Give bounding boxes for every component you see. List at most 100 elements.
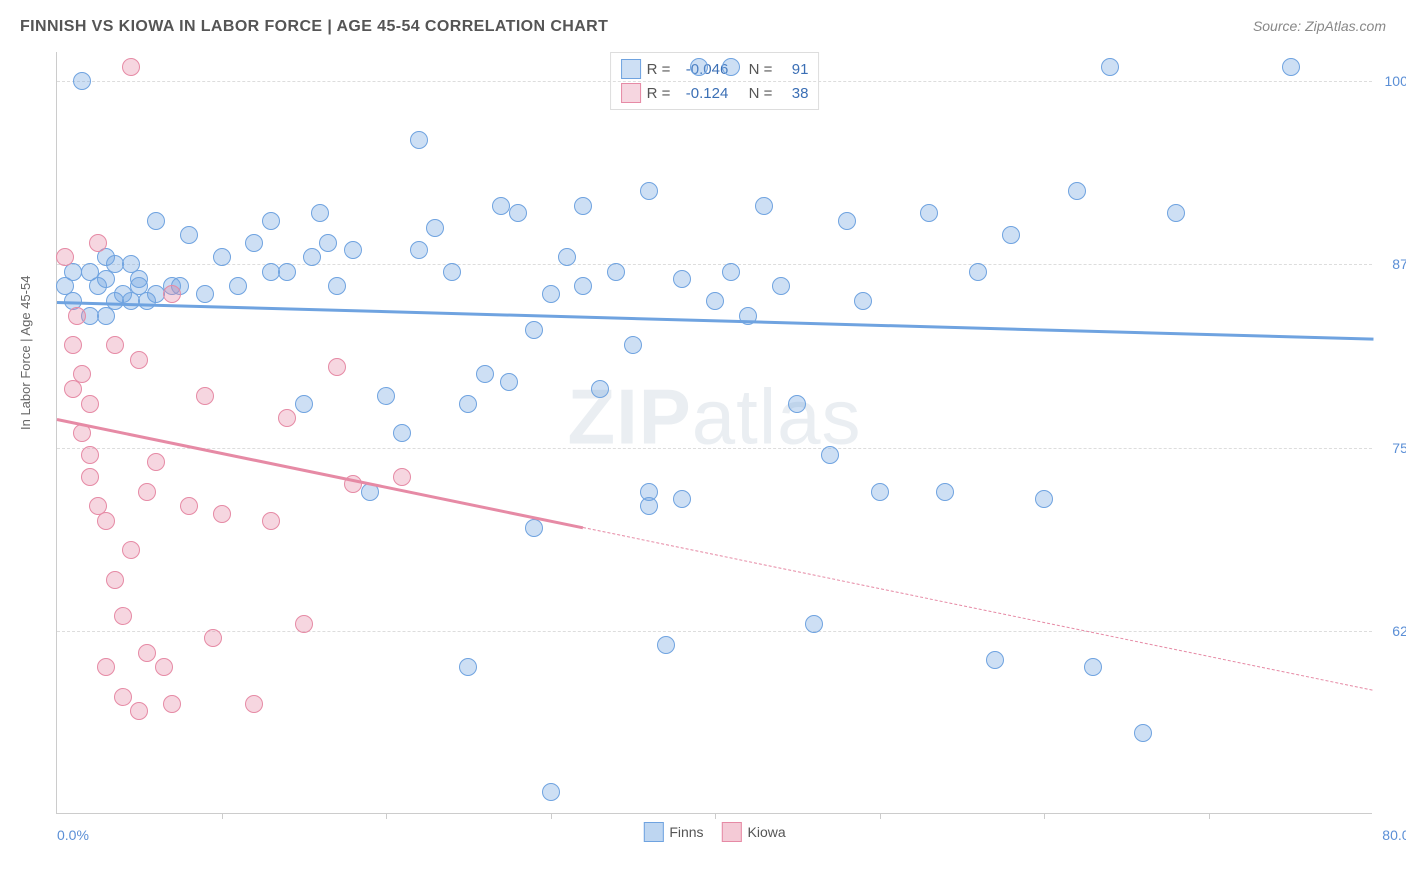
scatter-point — [1002, 226, 1020, 244]
scatter-point — [690, 58, 708, 76]
scatter-point — [89, 234, 107, 252]
scatter-point — [114, 688, 132, 706]
scatter-point — [163, 285, 181, 303]
scatter-point — [106, 336, 124, 354]
scatter-point — [969, 263, 987, 281]
scatter-point — [722, 58, 740, 76]
xtick — [551, 813, 552, 819]
scatter-point — [525, 321, 543, 339]
scatter-point — [278, 409, 296, 427]
scatter-point — [673, 270, 691, 288]
legend-swatch — [722, 822, 742, 842]
scatter-point — [180, 497, 198, 515]
scatter-point — [155, 658, 173, 676]
scatter-point — [130, 702, 148, 720]
scatter-point — [1084, 658, 1102, 676]
scatter-point — [122, 58, 140, 76]
ytick-label: 75.0% — [1377, 440, 1406, 456]
scatter-point — [328, 277, 346, 295]
scatter-point — [410, 131, 428, 149]
n-value: 91 — [778, 61, 808, 78]
legend-label: Kiowa — [748, 824, 786, 840]
x-max-label: 80.0% — [1382, 827, 1406, 843]
legend-series: Finns Kiowa — [643, 822, 785, 842]
scatter-point — [459, 395, 477, 413]
scatter-point — [657, 636, 675, 654]
scatter-point — [410, 241, 428, 259]
scatter-point — [114, 607, 132, 625]
scatter-point — [344, 241, 362, 259]
scatter-point — [986, 651, 1004, 669]
scatter-point — [97, 512, 115, 530]
scatter-point — [393, 468, 411, 486]
trendline-extrapolated — [583, 527, 1373, 691]
legend-stats-row: R =-0.046 N =91 — [621, 57, 809, 81]
scatter-point — [147, 285, 165, 303]
watermark: ZIPatlas — [567, 372, 861, 463]
scatter-point — [138, 483, 156, 501]
scatter-point — [106, 255, 124, 273]
scatter-point — [1068, 182, 1086, 200]
scatter-point — [180, 226, 198, 244]
scatter-point — [443, 263, 461, 281]
scatter-point — [328, 358, 346, 376]
legend-swatch — [621, 59, 641, 79]
scatter-point — [229, 277, 247, 295]
scatter-point — [574, 197, 592, 215]
xtick — [222, 813, 223, 819]
legend-series-item: Kiowa — [722, 822, 786, 842]
scatter-point — [138, 644, 156, 662]
n-label: N = — [749, 85, 773, 102]
scatter-point — [196, 387, 214, 405]
n-value: 38 — [778, 85, 808, 102]
scatter-point — [805, 615, 823, 633]
scatter-point — [64, 336, 82, 354]
scatter-point — [1282, 58, 1300, 76]
scatter-point — [262, 212, 280, 230]
scatter-point — [640, 483, 658, 501]
scatter-point — [377, 387, 395, 405]
gridline — [57, 448, 1372, 449]
scatter-point — [56, 248, 74, 266]
scatter-point — [1101, 58, 1119, 76]
legend-stats-row: R =-0.124 N =38 — [621, 81, 809, 105]
xtick — [715, 813, 716, 819]
scatter-point — [196, 285, 214, 303]
scatter-point — [706, 292, 724, 310]
scatter-point — [1134, 724, 1152, 742]
x-min-label: 0.0% — [57, 827, 89, 843]
y-axis-label: In Labor Force | Age 45-54 — [18, 276, 33, 430]
scatter-point — [542, 783, 560, 801]
scatter-point — [838, 212, 856, 230]
scatter-point — [245, 234, 263, 252]
scatter-point — [213, 505, 231, 523]
scatter-point — [936, 483, 954, 501]
trendline — [57, 418, 584, 529]
plot-area: ZIPatlas R =-0.046 N =91R =-0.124 N =38 … — [56, 52, 1372, 814]
scatter-point — [755, 197, 773, 215]
scatter-point — [73, 365, 91, 383]
scatter-point — [722, 263, 740, 281]
scatter-point — [319, 234, 337, 252]
scatter-point — [591, 380, 609, 398]
scatter-point — [525, 519, 543, 537]
legend-label: Finns — [669, 824, 703, 840]
chart-title: FINNISH VS KIOWA IN LABOR FORCE | AGE 45… — [20, 18, 608, 36]
scatter-point — [262, 512, 280, 530]
scatter-point — [509, 204, 527, 222]
scatter-point — [1167, 204, 1185, 222]
scatter-point — [624, 336, 642, 354]
scatter-point — [278, 263, 296, 281]
scatter-point — [81, 395, 99, 413]
scatter-point — [854, 292, 872, 310]
scatter-point — [311, 204, 329, 222]
xtick — [1044, 813, 1045, 819]
scatter-point — [303, 248, 321, 266]
scatter-point — [81, 446, 99, 464]
ytick-label: 87.5% — [1377, 256, 1406, 272]
legend-series-item: Finns — [643, 822, 703, 842]
r-label: R = — [647, 61, 671, 78]
gridline — [57, 631, 1372, 632]
scatter-point — [68, 307, 86, 325]
r-value: -0.124 — [676, 85, 728, 102]
